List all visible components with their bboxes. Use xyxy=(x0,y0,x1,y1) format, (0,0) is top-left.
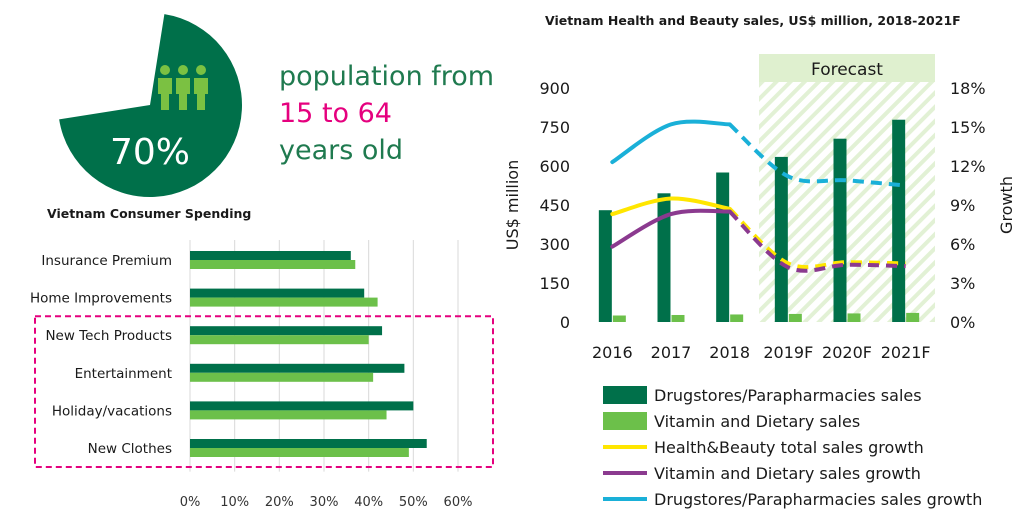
combo-ytick-left-2: 300 xyxy=(539,235,570,254)
hbar-bar-home-improvements-s1 xyxy=(190,288,365,298)
hbar-xtick-1: 10% xyxy=(220,495,249,510)
combo-bar-vitamin-and-dietary-sales-2017 xyxy=(671,314,685,322)
people-group-icon xyxy=(158,65,208,110)
combo-ytick-right-6: 18% xyxy=(950,79,986,98)
hbar-bar-holiday-vacations-s2 xyxy=(190,410,387,420)
combo-bar-drugstores-parapharmacies-sales-2017 xyxy=(657,193,671,322)
person-body-1 xyxy=(158,78,172,110)
legend-label-vitamin-and-dietary-sales-growth: Vitamin and Dietary sales growth xyxy=(654,464,921,483)
consumer-spending-title: Vietnam Consumer Spending xyxy=(47,206,252,221)
combo-ytick-right-2: 6% xyxy=(950,235,975,254)
hbar-bar-entertainment-s2 xyxy=(190,372,374,382)
combo-bar-vitamin-and-dietary-sales-2019f xyxy=(788,313,802,322)
combo-line-drugstores-parapharmacies-sales-growth-actual xyxy=(610,119,732,165)
combo-bar-vitamin-and-dietary-sales-2016 xyxy=(612,315,626,322)
combo-line-drugstores-parapharmacies-sales-growth-forecast xyxy=(728,122,906,188)
hbar-category-home-improvements: Home Improvements xyxy=(30,291,172,307)
hbar-category-entertainment: Entertainment xyxy=(75,366,172,382)
hbar-bar-new-tech-products-s1 xyxy=(190,326,383,336)
hbar-xtick-4: 40% xyxy=(354,495,383,510)
forecast-region xyxy=(759,82,935,322)
combo-ytick-right-5: 15% xyxy=(950,118,986,137)
combo-ytick-left-1: 150 xyxy=(539,274,570,293)
legend-label-health-beauty-total-sales-growth: Health&Beauty total sales growth xyxy=(654,438,924,457)
combo-bar-vitamin-and-dietary-sales-2020f xyxy=(847,313,861,322)
combo-line-health-beauty-total-sales-growth-forecast xyxy=(728,207,906,270)
combo-line-health-beauty-total-sales-growth-actual xyxy=(610,196,732,217)
combo-line-vitamin-and-dietary-sales-growth-actual xyxy=(610,208,732,249)
hbar-bar-home-improvements-s2 xyxy=(190,297,378,307)
hbar-bar-insurance-premium-s1 xyxy=(190,251,351,260)
combo-bar-drugstores-parapharmacies-sales-2020f xyxy=(833,138,847,322)
person-head-3 xyxy=(196,65,206,75)
population-percent-label: 70% xyxy=(110,132,190,173)
person-head-1 xyxy=(160,65,170,75)
legend-swatch-drugstores-parapharmacies-sales xyxy=(603,386,647,404)
combo-bar-vitamin-and-dietary-sales-2018 xyxy=(730,314,744,322)
hbar-xtick-6: 60% xyxy=(444,495,473,510)
person-body-3 xyxy=(194,78,208,110)
hbar-category-new-clothes: New Clothes xyxy=(88,441,172,457)
legend-swatch-vitamin-and-dietary-sales xyxy=(603,412,647,430)
combo-ytick-right-3: 9% xyxy=(950,196,975,215)
population-line-1: population from xyxy=(279,61,495,92)
person-body-2 xyxy=(176,78,190,110)
combo-ylabel-left: US$ million xyxy=(503,160,522,250)
combo-bar-drugstores-parapharmacies-sales-2021f xyxy=(892,119,906,322)
combo-bar-vitamin-and-dietary-sales-2021f xyxy=(906,312,920,322)
combo-ytick-right-4: 12% xyxy=(950,157,986,176)
population-pie-slice xyxy=(59,14,242,198)
combo-xtick-2018: 2018 xyxy=(709,343,750,362)
hbar-xtick-3: 30% xyxy=(310,495,339,510)
combo-ytick-right-0: 0% xyxy=(950,313,975,332)
combo-xtick-2016: 2016 xyxy=(592,343,633,362)
combo-line-vitamin-and-dietary-sales-growth-forecast xyxy=(728,210,906,273)
hbar-highlight-box xyxy=(34,315,494,468)
consumer-spending-chart: 0% 10% 20% 30% 40% 50% 60% Insurance Premium Hom… xyxy=(30,240,494,510)
legend-label-drugstores-parapharmacies-sales: Drugstores/Parapharmacies sales xyxy=(654,386,922,405)
combo-ytick-left-5: 750 xyxy=(539,118,570,137)
combo-ytick-left-4: 600 xyxy=(539,157,570,176)
forecast-label: Forecast xyxy=(811,60,883,80)
combo-ytick-left-6: 900 xyxy=(539,79,570,98)
health-beauty-chart: Forecast 0 150 300 450 600 750 900 0% 3% 6% 9% 12% 15… xyxy=(503,54,1016,509)
combo-xtick-2017: 2017 xyxy=(651,343,692,362)
hbar-category-holiday-vacations: Holiday/vacations xyxy=(52,403,172,419)
combo-ytick-left-0: 0 xyxy=(560,313,570,332)
hbar-xtick-5: 50% xyxy=(399,495,428,510)
forecast-header xyxy=(759,54,935,82)
combo-ylabel-right: Growth xyxy=(997,176,1016,234)
hbar-bar-new-tech-products-s2 xyxy=(190,335,369,345)
legend-label-drugstores-parapharmacies-sales-growth: Drugstores/Parapharmacies sales growth xyxy=(654,490,982,509)
hbar-xtick-2: 20% xyxy=(265,495,294,510)
hbar-category-new-tech-products: New Tech Products xyxy=(45,328,172,344)
hbar-category-insurance-premium: Insurance Premium xyxy=(41,253,172,269)
combo-bar-drugstores-parapharmacies-sales-2019f xyxy=(774,156,788,322)
hbar-bar-entertainment-s1 xyxy=(190,363,405,373)
combo-bar-drugstores-parapharmacies-sales-2016 xyxy=(598,210,612,322)
population-pie: 70% xyxy=(59,14,242,198)
population-line-3: years old xyxy=(279,135,404,166)
combo-xtick-2021f: 2021F xyxy=(881,343,931,362)
combo-bar-drugstores-parapharmacies-sales-2018 xyxy=(716,172,730,322)
population-line-2: 15 to 64 xyxy=(279,98,392,129)
combo-ytick-left-3: 450 xyxy=(539,196,570,215)
hbar-bar-holiday-vacations-s1 xyxy=(190,401,414,411)
hbar-xtick-0: 0% xyxy=(180,495,201,510)
hbar-bar-new-clothes-s2 xyxy=(190,448,409,457)
hbar-bar-insurance-premium-s2 xyxy=(190,260,356,269)
combo-ytick-right-1: 3% xyxy=(950,274,975,293)
person-head-2 xyxy=(178,65,188,75)
legend-label-vitamin-and-dietary-sales: Vitamin and Dietary sales xyxy=(654,412,860,431)
hbar-bar-new-clothes-s1 xyxy=(190,439,427,448)
combo-xtick-2020f: 2020F xyxy=(822,343,872,362)
health-beauty-title: Vietnam Health and Beauty sales, US$ mil… xyxy=(545,13,961,28)
combo-xtick-2019f: 2019F xyxy=(763,343,813,362)
